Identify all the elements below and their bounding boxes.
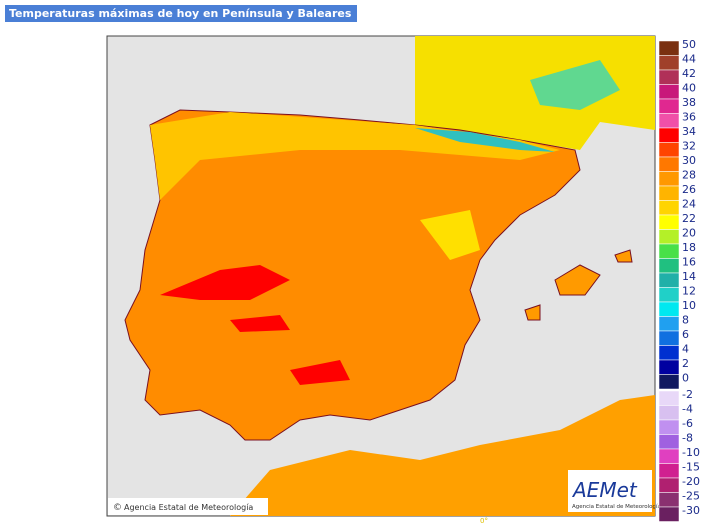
- logo-subtitle: Agencia Estatal de Meteorología: [572, 503, 661, 510]
- legend-label: 6: [682, 328, 689, 341]
- legend-label: 32: [682, 140, 696, 153]
- legend-label: 50: [682, 38, 696, 51]
- legend-label: 22: [682, 212, 696, 225]
- legend-label: 42: [682, 67, 696, 80]
- legend-label: -20: [682, 475, 700, 488]
- legend-label: 12: [682, 285, 696, 298]
- legend-swatch: [658, 405, 680, 421]
- legend-label: -10: [682, 446, 700, 459]
- legend-swatch: [658, 463, 680, 479]
- legend-swatch: [658, 98, 680, 114]
- legend-swatch: [658, 287, 680, 303]
- legend-label: 16: [682, 256, 696, 269]
- legend-swatch: [658, 229, 680, 245]
- legend-swatch: [658, 492, 680, 508]
- legend-label: 0: [682, 372, 689, 385]
- legend-label: 24: [682, 198, 696, 211]
- legend-swatch: [658, 40, 680, 56]
- hot-patches: [160, 265, 350, 385]
- legend-swatch: [658, 243, 680, 259]
- legend-swatch: [658, 113, 680, 129]
- legend-swatch: [658, 374, 680, 390]
- legend-swatch: [658, 185, 680, 201]
- north-band: [150, 112, 560, 200]
- legend-swatch: [658, 69, 680, 85]
- legend-swatch: [658, 258, 680, 274]
- copyright-symbol: ©: [113, 503, 122, 513]
- legend: 5044424038363432302826242220181614121086…: [658, 38, 700, 522]
- legend-label: -4: [682, 403, 693, 416]
- legend-label: -30: [682, 504, 700, 517]
- pyrenees: [415, 128, 555, 152]
- legend-swatch: [658, 330, 680, 346]
- legend-label: -15: [682, 461, 700, 474]
- legend-label: -25: [682, 490, 700, 503]
- france: [415, 36, 655, 150]
- title-bar: Temperaturas máximas de hoy en Península…: [5, 5, 357, 22]
- legend-label: 26: [682, 183, 696, 196]
- legend-label: 8: [682, 314, 689, 327]
- legend-swatch: [658, 156, 680, 172]
- legend-swatch: [658, 506, 680, 522]
- africa: [230, 395, 655, 516]
- legend-label: 30: [682, 154, 696, 167]
- logo-name: AEMet: [571, 478, 638, 502]
- alps-cool: [530, 60, 620, 110]
- legend-swatch: [658, 434, 680, 450]
- legend-swatch: [658, 390, 680, 406]
- legend-swatch: [658, 301, 680, 317]
- legend-swatch: [658, 359, 680, 375]
- legend-label: 36: [682, 111, 696, 124]
- legend-swatch: [658, 272, 680, 288]
- legend-label: 28: [682, 169, 696, 182]
- legend-swatch: [658, 142, 680, 158]
- legend-swatch: [658, 127, 680, 143]
- legend-swatch: [658, 477, 680, 493]
- legend-swatch: [658, 214, 680, 230]
- iberia: [124, 109, 581, 441]
- legend-swatch: [658, 316, 680, 332]
- legend-label: -6: [682, 417, 693, 430]
- balearics: [524, 249, 633, 321]
- legend-label: 38: [682, 96, 696, 109]
- legend-label: 2: [682, 357, 689, 370]
- legend-label: 40: [682, 82, 696, 95]
- legend-swatch: [658, 171, 680, 187]
- legend-label: 44: [682, 53, 696, 66]
- legend-swatch: [658, 200, 680, 216]
- map-frame: [106, 35, 656, 517]
- legend-label: -8: [682, 432, 693, 445]
- legend-label: 4: [682, 343, 689, 356]
- legend-label: 18: [682, 241, 696, 254]
- legend-swatch: [658, 345, 680, 361]
- meridian-label: 0°: [480, 517, 488, 525]
- copyright: Agencia Estatal de Meteorología: [124, 503, 253, 512]
- legend-label: 10: [682, 299, 696, 312]
- legend-label: 34: [682, 125, 696, 138]
- legend-label: -2: [682, 388, 693, 401]
- copyright-box: [108, 498, 268, 515]
- legend-swatch: [658, 419, 680, 435]
- legend-swatch: [658, 448, 680, 464]
- legend-label: 20: [682, 227, 696, 240]
- iberian-range: [420, 210, 480, 260]
- legend-swatch: [658, 55, 680, 71]
- legend-swatch: [658, 84, 680, 100]
- legend-label: 14: [682, 270, 696, 283]
- logo-box: [568, 470, 652, 512]
